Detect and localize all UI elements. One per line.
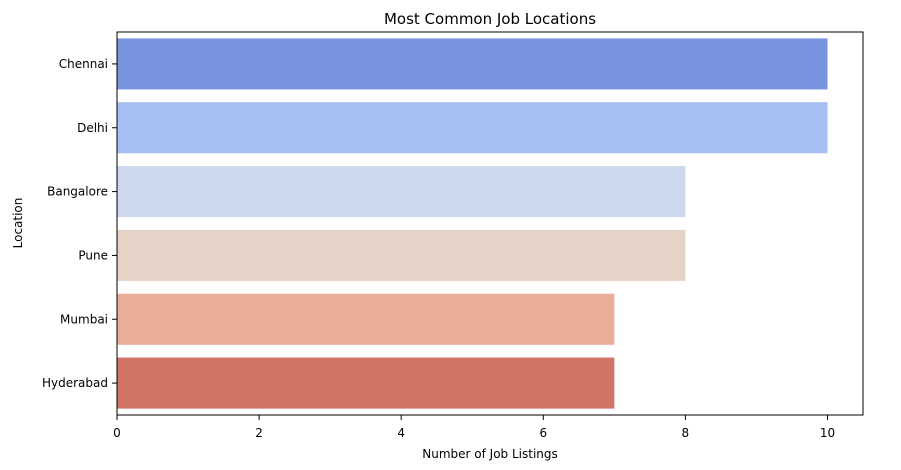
bars-group xyxy=(117,38,828,409)
y-tick-label: Chennai xyxy=(59,57,108,71)
bar-hyderabad xyxy=(117,357,615,409)
x-axis: 0 2 4 6 8 10 xyxy=(113,415,835,440)
bar-bangalore xyxy=(117,166,686,218)
x-axis-label: Number of Job Listings xyxy=(422,447,558,461)
y-axis-label: Location xyxy=(11,198,25,249)
y-tick-label: Pune xyxy=(78,248,108,262)
x-tick-label: 10 xyxy=(820,426,835,440)
y-tick-label: Hyderabad xyxy=(42,376,108,390)
y-axis: Chennai Delhi Bangalore Pune Mumbai Hyderabad xyxy=(42,57,117,390)
bar-mumbai xyxy=(117,293,615,345)
x-tick-label: 0 xyxy=(113,426,121,440)
x-tick-label: 2 xyxy=(255,426,263,440)
bar-pune xyxy=(117,229,686,281)
y-tick-label: Bangalore xyxy=(47,185,108,199)
x-tick-label: 8 xyxy=(682,426,690,440)
y-tick-label: Delhi xyxy=(77,121,108,135)
bar-delhi xyxy=(117,102,828,154)
plot-frame xyxy=(116,31,864,416)
x-tick-label: 6 xyxy=(539,426,547,440)
bar-chennai xyxy=(117,38,828,90)
chart-title: Most Common Job Locations xyxy=(384,10,596,28)
x-tick-label: 4 xyxy=(397,426,405,440)
y-tick-label: Mumbai xyxy=(60,312,108,326)
